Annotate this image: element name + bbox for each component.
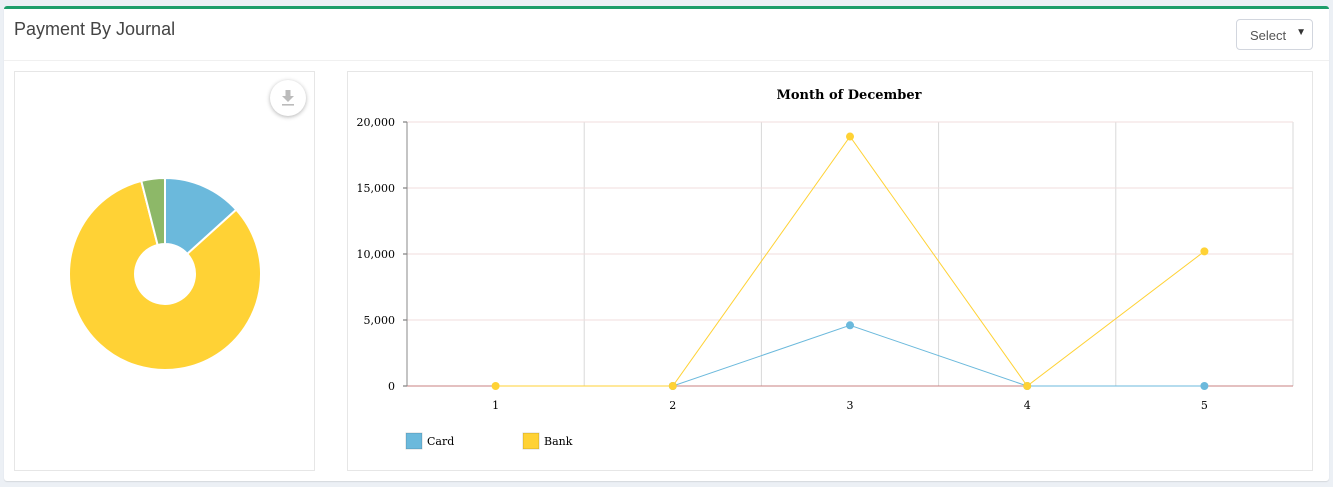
legend-swatch-card[interactable]: [405, 432, 423, 450]
y-tick-label: 20,000: [357, 116, 396, 129]
point-bank[interactable]: [491, 382, 500, 390]
download-icon: [282, 90, 294, 106]
box-header: Payment By Journal Select ▼: [4, 9, 1329, 61]
line-chart-panel: Month of December 0 5,000 10,000 15,000 20,00…: [347, 71, 1313, 471]
series-line-card: [672, 324, 1205, 387]
series-line-bank: [495, 135, 1205, 387]
journal-select[interactable]: Select ▼: [1236, 19, 1313, 50]
x-tick-label: 1: [492, 399, 499, 412]
point-bank[interactable]: [668, 382, 677, 390]
point-bank[interactable]: [1200, 247, 1209, 256]
caret-down-icon: ▼: [1296, 27, 1306, 38]
legend-label-bank[interactable]: Bank: [544, 435, 573, 448]
y-tick-label: 10,000: [357, 248, 396, 261]
payment-by-journal-box: Payment By Journal Select ▼ Month of Dec…: [4, 6, 1329, 481]
x-tick-label: 4: [1024, 399, 1031, 412]
point-card[interactable]: [846, 321, 854, 330]
x-tick-label: 3: [847, 399, 854, 412]
y-tick-label: 5,000: [364, 314, 396, 327]
pie-chart-panel: [14, 71, 315, 471]
download-button[interactable]: [270, 80, 306, 116]
x-tick-label: 5: [1201, 399, 1208, 412]
point-bank[interactable]: [846, 132, 854, 141]
legend-swatch-bank[interactable]: [522, 432, 540, 450]
y-tick-label: 0: [388, 380, 395, 393]
point-card[interactable]: [1200, 382, 1209, 390]
pie-slice-other[interactable]: [140, 176, 166, 247]
line-chart: Month of December 0 5,000 10,000 15,000 20,00…: [357, 88, 1294, 450]
point-bank[interactable]: [1023, 382, 1032, 390]
pie-slice-bank[interactable]: [68, 179, 262, 371]
pie-chart: [68, 176, 262, 371]
chart-title: Month of December: [777, 88, 922, 103]
x-tick-label: 2: [669, 399, 676, 412]
select-value: Select: [1250, 28, 1287, 43]
page-title: Payment By Journal: [14, 19, 176, 39]
legend-label-card[interactable]: Card: [427, 435, 454, 448]
y-tick-label: 15,000: [357, 182, 396, 195]
